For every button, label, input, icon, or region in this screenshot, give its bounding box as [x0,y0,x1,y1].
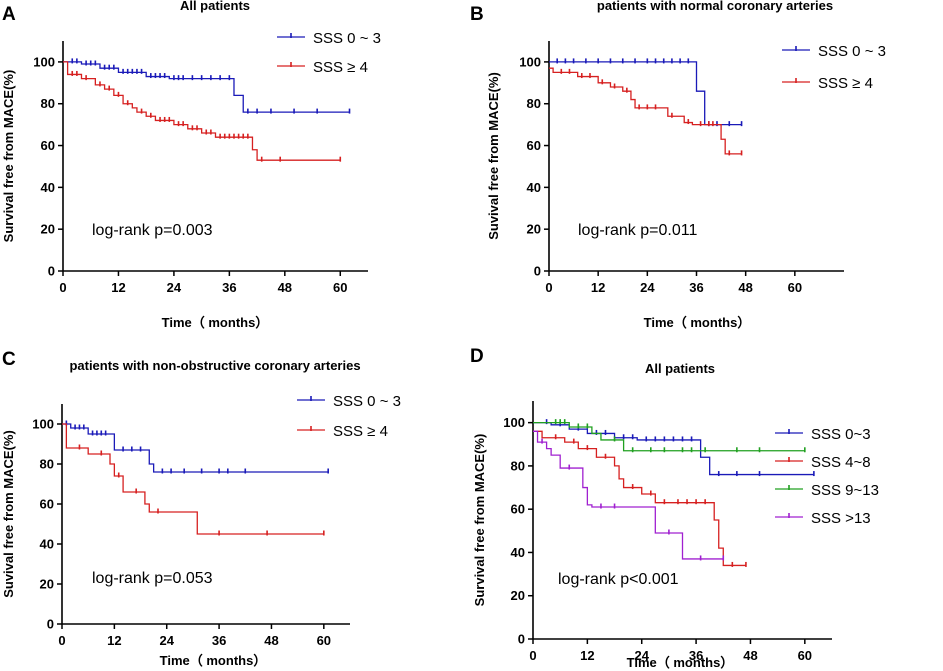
panel-b-y-tick-label: 80 [527,96,541,111]
panel-c-y-axis-title: Suvival free from MACE(%) [1,430,16,598]
panel-d-x-tick-label: 48 [743,648,757,663]
panel-a-x-tick-label: 60 [333,280,347,295]
panel-d-y-axis-title: Survival free from MACE(%) [472,434,487,607]
panel-c-y-tick-label: 60 [40,497,54,512]
panel-b-y-tick-label: 60 [527,138,541,153]
panel-a-letter: A [2,4,16,25]
panel-a-x-tick-label: 0 [59,280,66,295]
panel-a-y-tick-label: 0 [48,264,55,279]
panel-a-x-tick-label: 24 [167,280,182,295]
panel-b-series-2-legend-label: SSS ≥ 4 [818,75,873,92]
panel-b-logrank-annotation: log-rank p=0.011 [578,222,697,239]
panel-a-y-tick-label: 20 [41,222,55,237]
panel-c-x-tick-label: 12 [107,633,121,648]
panel-a-series-2-legend-label: SSS ≥ 4 [313,59,368,76]
panel-c-series-1-curve [62,423,329,473]
panel-c-x-tick-label: 36 [212,633,226,648]
panel-b-letter: B [470,4,484,25]
panel-d-y-tick-label: 60 [511,502,525,517]
panel-b-y-tick-label: 40 [527,180,541,195]
panel-c-x-tick-label: 48 [264,633,278,648]
panel-b-x-tick-label: 0 [545,280,552,295]
panel-d-x-axis-title: Time（ months） [627,655,734,670]
panel-c-y-tick-label: 0 [47,617,54,632]
panel-d-y-tick-label: 100 [503,415,525,430]
panel-d-x-tick-label: 0 [529,648,536,663]
panel-c-letter: C [2,349,16,370]
panel-a-x-axis-title: Time（ months） [162,315,269,330]
panel-d-series-3-curve [533,421,805,452]
panel-b-y-tick-label: 100 [519,54,541,69]
panel-d-series-4-legend-label: SSS >13 [811,510,871,527]
panel-c-y-tick-label: 80 [40,457,54,472]
panel-b-y-tick-label: 20 [527,222,541,237]
panel-d-x-tick-label: 24 [634,648,649,663]
panel-a-logrank-annotation: log-rank p=0.003 [92,222,213,239]
panel-c-y-tick-label: 100 [32,417,54,432]
panel-b-x-tick-label: 24 [640,280,655,295]
panel-a-series-1-curve [63,61,350,113]
panel-a-x-tick-label: 12 [111,280,125,295]
panel-b-x-axis-title: Time（ months） [644,315,751,330]
panel-d-x-tick-label: 60 [798,648,812,663]
panel-c-y-tick-label: 20 [40,577,54,592]
panel-b-x-tick-label: 12 [591,280,605,295]
panel-c-x-tick-label: 24 [159,633,174,648]
panel-d-y-tick-label: 80 [511,458,525,473]
panel-d-y-tick-label: 40 [511,545,525,560]
panel-c-y-tick-label: 40 [40,537,54,552]
panel-b-y-axis-title: Suvival free from MACE(%) [486,72,501,240]
panel-d-y-tick-label: 0 [518,632,525,647]
panel-c-x-tick-label: 0 [58,633,65,648]
panel-a-y-tick-label: 80 [41,96,55,111]
panel-d-series-2-curve [533,430,746,567]
panel-c-logrank-annotation: log-rank p=0.053 [92,570,213,587]
panel-c-x-axis-title: Time（ months） [160,653,267,668]
panel-b-series-1-curve [549,61,742,126]
panel-d-title: All patients [645,361,715,376]
panel-c-title: patients with non-obstructive coronary a… [69,358,360,373]
panel-b-x-tick-label: 48 [738,280,752,295]
panel-b-series-2-curve [549,67,742,155]
panel-c-series-2-legend-label: SSS ≥ 4 [333,423,388,440]
panel-a-y-axis-title: Survival free from MACE(%) [1,70,16,243]
panel-b-x-tick-label: 36 [689,280,703,295]
panel-d-y-tick-label: 20 [511,588,525,603]
panel-c-series-1-legend-label: SSS 0 ~ 3 [333,393,401,410]
panel-a-y-tick-label: 60 [41,138,55,153]
panel-d-series-1-curve [533,421,814,476]
panel-a-x-tick-label: 48 [278,280,292,295]
panel-c-x-tick-label: 60 [317,633,331,648]
panel-d-series-4-curve [533,430,724,560]
panel-a-y-tick-label: 100 [33,54,55,69]
panel-d-series-3-legend-label: SSS 9~13 [811,482,879,499]
panel-a-x-tick-label: 36 [222,280,236,295]
panel-a-series-1-legend-label: SSS 0 ~ 3 [313,30,381,47]
panel-b-y-tick-label: 0 [534,264,541,279]
panel-d-letter: D [470,346,484,367]
panel-a-title: All patients [180,0,250,13]
panel-b-title: patients with normal coronary arteries [597,0,833,13]
panel-d-x-tick-label: 12 [580,648,594,663]
panel-b-x-tick-label: 60 [788,280,802,295]
panel-d-series-2-legend-label: SSS 4~8 [811,454,871,471]
panel-b-series-1-legend-label: SSS 0 ~ 3 [818,43,886,60]
panel-d-logrank-annotation: log-rank p<0.001 [558,571,679,588]
panel-d-series-1-legend-label: SSS 0~3 [811,426,871,443]
panel-d-x-tick-label: 36 [689,648,703,663]
panel-c-series-2-curve [62,423,324,535]
panel-a-y-tick-label: 40 [41,180,55,195]
